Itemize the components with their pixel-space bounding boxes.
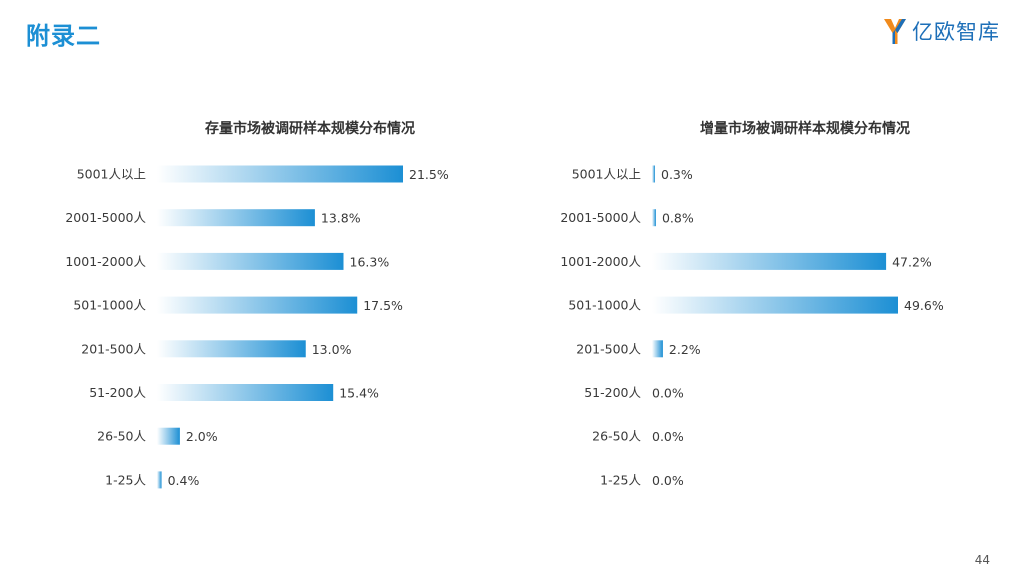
bar — [157, 252, 344, 270]
value-label: 2.0% — [186, 429, 218, 444]
category-label: 1-25人 — [600, 472, 641, 487]
bar — [157, 384, 334, 401]
category-label: 26-50人 — [97, 429, 146, 444]
category-label: 1001-2000人 — [560, 254, 641, 269]
bar — [652, 252, 887, 270]
value-label: 0.0% — [652, 386, 684, 401]
bar — [157, 340, 306, 358]
stock-market-chart-svg: 5001人以上 21.5% 2001-5000人 13.8% 1001-2000人 16.… — [65, 165, 449, 489]
bar — [652, 209, 656, 227]
category-label: 2001-5000人 — [65, 210, 146, 225]
category-label: 201-500人 — [81, 341, 146, 356]
value-label: 0.0% — [652, 473, 684, 488]
value-label: 13.0% — [312, 342, 352, 357]
value-label: 16.3% — [350, 254, 390, 269]
category-label: 1001-2000人 — [65, 254, 146, 269]
bar — [157, 209, 315, 227]
brand: 亿欧智库 — [882, 16, 1000, 46]
brand-name: 亿欧智库 — [912, 20, 1000, 44]
value-label: 21.5% — [409, 167, 449, 182]
bar — [157, 471, 162, 489]
chart-title: 增量市场被调研样本规模分布情况 — [700, 121, 910, 137]
value-label: 47.2% — [892, 254, 932, 269]
value-label: 0.0% — [652, 429, 684, 444]
value-label: 13.8% — [321, 211, 361, 226]
category-label: 51-200人 — [89, 385, 146, 400]
category-label: 2001-5000人 — [560, 210, 641, 225]
category-label: 501-1000人 — [568, 298, 641, 313]
yiou-logo-icon — [884, 19, 906, 44]
incremental-market-chart-svg: 5001人以上 0.3% 2001-5000人 0.8% 1001-2000人 47.2%… — [560, 165, 944, 488]
category-label: 26-50人 — [592, 429, 641, 444]
category-label: 5001人以上 — [77, 167, 146, 182]
bar — [652, 296, 898, 314]
category-label: 1-25人 — [105, 472, 146, 487]
value-label: 17.5% — [363, 298, 403, 313]
value-label: 0.8% — [662, 211, 694, 226]
value-label: 15.4% — [339, 386, 379, 401]
bar — [652, 340, 663, 358]
bar — [157, 165, 403, 183]
value-label: 2.2% — [669, 342, 701, 357]
page-title: 附录二 — [26, 22, 101, 50]
category-label: 201-500人 — [576, 341, 641, 356]
value-label: 49.6% — [904, 298, 944, 313]
stock-market-chart: 存量市场被调研样本规模分布情况 5001人以上 21.5% 2001-5000人 13… — [60, 110, 480, 510]
bar — [157, 427, 180, 445]
category-label: 51-200人 — [584, 385, 641, 400]
category-label: 5001人以上 — [572, 167, 641, 182]
page-number: 44 — [974, 553, 990, 567]
incremental-market-chart: 增量市场被调研样本规模分布情况 5001人以上 0.3% 2001-5000人 0.8… — [555, 110, 975, 510]
chart-title: 存量市场被调研样本规模分布情况 — [205, 121, 415, 137]
bar — [652, 165, 655, 183]
category-label: 501-1000人 — [73, 298, 146, 313]
bar — [157, 296, 358, 314]
value-label: 0.3% — [661, 167, 693, 182]
value-label: 0.4% — [168, 473, 200, 488]
